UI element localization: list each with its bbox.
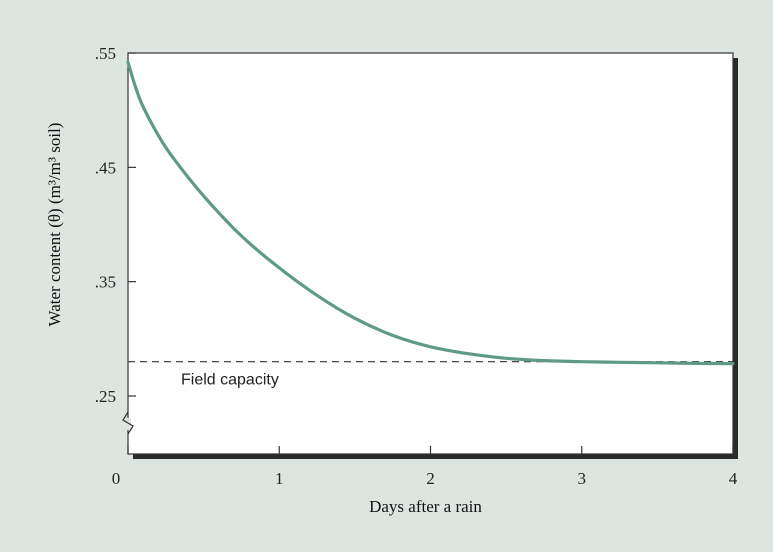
x-tick-label: 2 <box>426 469 435 488</box>
y-axis-ticks: .25 .35 .45 .55 <box>95 44 136 406</box>
x-tick-label: 1 <box>275 469 284 488</box>
x-axis-label: Days after a rain <box>369 497 482 516</box>
field-capacity-label: Field capacity <box>181 372 279 389</box>
y-tick-label: .35 <box>95 273 116 292</box>
y-tick-label: .55 <box>95 44 116 63</box>
y-axis-label: Water content (θ) (m³/m³ soil) <box>45 123 64 327</box>
axis-break-zigzag <box>122 411 134 435</box>
y-tick-label: .45 <box>95 158 116 177</box>
plot-area <box>127 52 734 455</box>
y-tick-label: .25 <box>95 387 116 406</box>
water-content-curve <box>126 60 735 366</box>
x-tick-label: 4 <box>729 469 738 488</box>
x-axis-ticks: 0 1 2 3 4 <box>112 446 738 488</box>
y-axis-break <box>122 411 134 435</box>
x-tick-label: 3 <box>578 469 587 488</box>
x-tick-label: 0 <box>112 469 121 488</box>
axis-break-gap <box>125 418 131 430</box>
